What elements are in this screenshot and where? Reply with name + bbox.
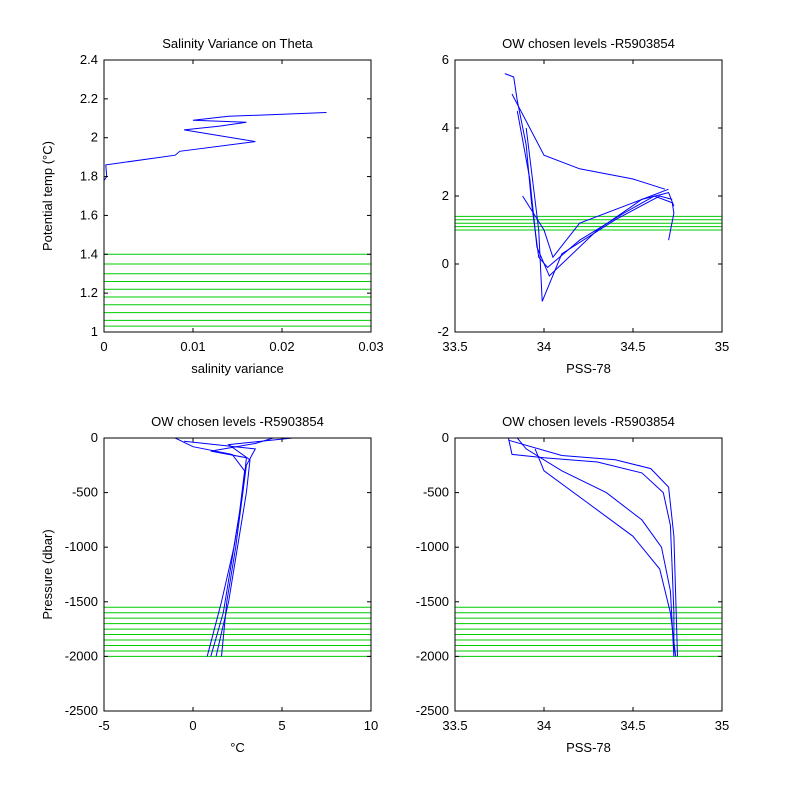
y-tick-label: 4 xyxy=(442,120,449,135)
profile-lines xyxy=(104,112,327,181)
y-tick-label: 2.4 xyxy=(80,52,98,67)
x-tick-label: 34.5 xyxy=(620,718,645,733)
x-tick-label: 0 xyxy=(100,339,107,354)
y-tick-label: -2500 xyxy=(65,703,98,718)
x-tick-label: -5 xyxy=(98,718,110,733)
series-line-3 xyxy=(174,438,246,657)
y-tick-label: -1000 xyxy=(65,539,98,554)
x-axis-label: salinity variance xyxy=(191,361,284,376)
x-axis-label: PSS-78 xyxy=(566,361,611,376)
y-tick-label: -1500 xyxy=(65,594,98,609)
series-line-1 xyxy=(507,438,675,657)
chosen-levels xyxy=(104,606,371,657)
y-tick-label: 0 xyxy=(442,430,449,445)
x-tick-label: 33.5 xyxy=(442,339,467,354)
x-tick-label: 0.01 xyxy=(180,339,205,354)
axes-box xyxy=(103,437,372,712)
x-tick-label: 35 xyxy=(715,339,729,354)
series-line-4 xyxy=(184,440,257,657)
y-tick-label: 1.2 xyxy=(80,285,98,300)
y-tick-label: 0 xyxy=(442,256,449,271)
chart-panel-3: -5 0 5 10 -2500 -2000 -1500 -1000 -500 0 OW chosen… xyxy=(40,414,378,755)
chosen-levels xyxy=(455,215,722,231)
chart-panel-4: 33.5 34 34.5 35 -2500 -2000 -1500 -1000 -500 0 OW … xyxy=(416,414,729,755)
y-tick-label: -1500 xyxy=(416,594,449,609)
x-tick-label: 35 xyxy=(715,718,729,733)
x-tick-label: 0 xyxy=(189,718,196,733)
chart-title: Salinity Variance on Theta xyxy=(162,36,313,51)
x-axis-label: PSS-78 xyxy=(566,740,611,755)
y-tick-label: 0 xyxy=(91,430,98,445)
y-tick-label: -500 xyxy=(72,485,98,500)
y-axis-label: Pressure (dbar) xyxy=(40,529,55,619)
series-line-2 xyxy=(516,438,675,657)
y-tick-label: 2 xyxy=(442,188,449,203)
y-tick-label: -2000 xyxy=(65,648,98,663)
y-tick-label: 1.4 xyxy=(80,246,98,261)
profile-lines xyxy=(507,438,678,657)
series-line-2 xyxy=(516,110,675,277)
x-tick-label: 33.5 xyxy=(442,718,467,733)
y-tick-label: 1.8 xyxy=(80,169,98,184)
profile-lines xyxy=(504,73,675,302)
profile-lines xyxy=(174,438,293,657)
series-line-5 xyxy=(522,188,669,259)
series-line-3 xyxy=(525,127,673,302)
chart-title: OW chosen levels -R5903854 xyxy=(502,36,675,51)
x-axis-label: °C xyxy=(230,740,245,755)
y-tick-label: 2.2 xyxy=(80,91,98,106)
chart-title: OW chosen levels -R5903854 xyxy=(151,414,324,429)
x-tick-label: 0.03 xyxy=(358,339,383,354)
y-tick-label: 1.6 xyxy=(80,207,98,222)
y-tick-label: 6 xyxy=(442,52,449,67)
series-line-1 xyxy=(104,112,327,181)
x-tick-label: 0.02 xyxy=(269,339,294,354)
series-line-2 xyxy=(215,438,293,657)
axes-box xyxy=(103,59,372,333)
chart-panel-2: 33.5 34 34.5 35 -2 0 2 4 6 OW chosen levels -R590… xyxy=(437,36,729,376)
y-tick-label: -2500 xyxy=(416,703,449,718)
series-line-4 xyxy=(511,93,666,190)
x-tick-label: 5 xyxy=(278,718,285,733)
series-line-4 xyxy=(508,439,678,657)
y-tick-label: -1000 xyxy=(416,539,449,554)
series-line-3 xyxy=(534,448,677,657)
x-tick-label: 34.5 xyxy=(620,339,645,354)
x-tick-label: 10 xyxy=(364,718,378,733)
y-axis-label: Potential temp (°C) xyxy=(40,141,55,251)
chart-title: OW chosen levels -R5903854 xyxy=(502,414,675,429)
y-tick-label: -2000 xyxy=(416,648,449,663)
x-tick-label: 34 xyxy=(537,339,551,354)
y-tick-label: 2 xyxy=(91,130,98,145)
x-tick-label: 34 xyxy=(537,718,551,733)
chosen-levels xyxy=(104,253,371,327)
y-tick-label: -2 xyxy=(437,324,449,339)
chart-panel-1: 0 0.01 0.02 0.03 1 1.2 1.4 1.6 1.8 2 2.2 2.4 Salinit… xyxy=(40,36,384,376)
y-tick-label: -500 xyxy=(423,485,449,500)
axes-box xyxy=(454,437,723,712)
y-tick-label: 1 xyxy=(91,324,98,339)
